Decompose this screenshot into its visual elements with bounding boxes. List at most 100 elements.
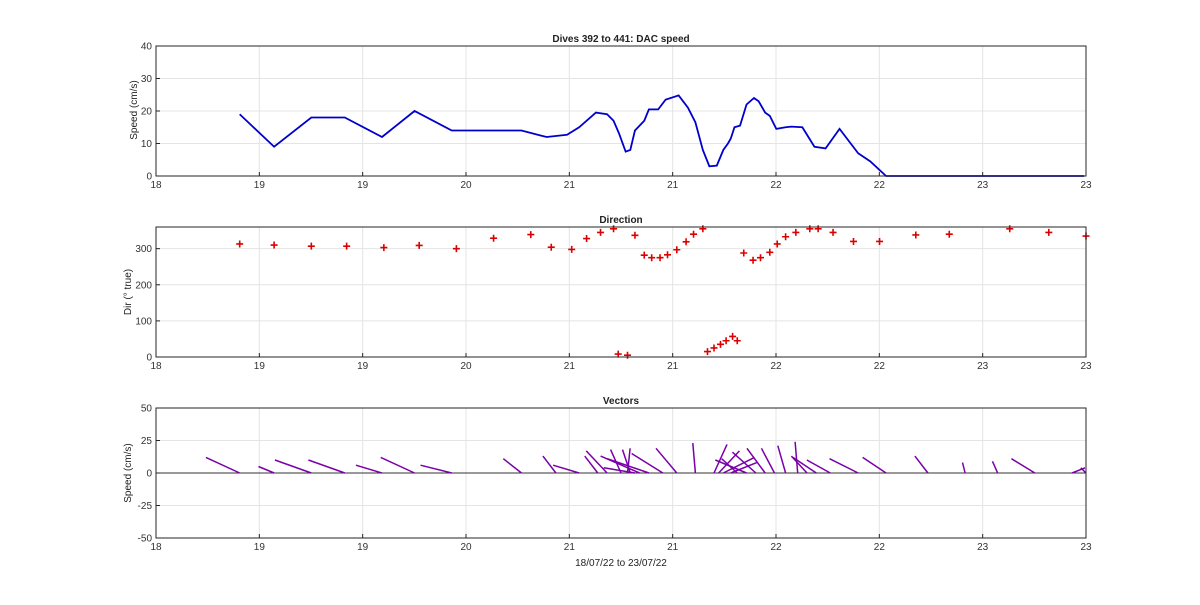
vector-arrow bbox=[584, 455, 599, 474]
x-tick-label: 21 bbox=[667, 542, 679, 553]
y-tick-label: 50 bbox=[141, 404, 153, 415]
vectors-panel-ticks: 18 19 19 20 21 21 22 22 23 23 -50 -25 0 25 50 bbox=[138, 404, 1092, 554]
y-tick-label: 10 bbox=[141, 139, 153, 150]
vector-arrow bbox=[961, 462, 966, 474]
direction-point bbox=[1006, 225, 1014, 233]
x-tick-label: 22 bbox=[874, 180, 886, 191]
x-tick-label: 20 bbox=[460, 180, 472, 191]
x-tick-label: 23 bbox=[1080, 361, 1092, 372]
direction-point bbox=[717, 340, 725, 348]
x-tick-label: 19 bbox=[357, 361, 369, 372]
y-tick-label: 300 bbox=[135, 244, 152, 255]
x-tick-label: 19 bbox=[357, 180, 369, 191]
y-tick-label: -50 bbox=[138, 534, 153, 545]
speed-panel: Dives 392 to 441: DAC speed Speed (cm/s)… bbox=[129, 34, 1092, 191]
vector-arrow bbox=[607, 457, 650, 474]
direction-point bbox=[631, 231, 639, 239]
vector-arrow bbox=[542, 455, 557, 474]
direction-panel-title: Direction bbox=[599, 215, 642, 226]
x-tick-label: 22 bbox=[874, 542, 886, 553]
speed-series-line bbox=[239, 94, 1085, 177]
speed-panel-data bbox=[239, 94, 1085, 177]
vector-arrow bbox=[792, 456, 817, 474]
x-tick-label: 21 bbox=[564, 542, 576, 553]
vector-arrow bbox=[355, 464, 383, 474]
vector-arrow bbox=[715, 459, 747, 474]
direction-point bbox=[729, 332, 737, 340]
vectors-panel-xlabel: 18/07/22 to 23/07/22 bbox=[575, 558, 667, 569]
vector-arrow bbox=[552, 464, 580, 474]
x-tick-label: 23 bbox=[1080, 180, 1092, 191]
vectors-panel: Vectors Speed (cm/s) 18/07/22 to 23/07/2… bbox=[123, 396, 1092, 569]
vector-arrow bbox=[746, 447, 766, 474]
direction-point bbox=[270, 241, 278, 249]
x-tick-label: 21 bbox=[564, 180, 576, 191]
vector-arrow bbox=[777, 445, 787, 474]
x-tick-label: 22 bbox=[770, 180, 782, 191]
vector-arrow bbox=[274, 459, 312, 474]
x-tick-label: 20 bbox=[460, 542, 472, 553]
direction-point bbox=[236, 240, 244, 248]
x-tick-label: 23 bbox=[977, 361, 989, 372]
direction-point bbox=[415, 241, 423, 249]
vectors-panel-title: Vectors bbox=[603, 396, 640, 407]
speed-panel-ylabel: Speed (cm/s) bbox=[129, 80, 140, 139]
direction-point bbox=[490, 234, 498, 242]
vector-arrow bbox=[205, 456, 241, 474]
x-tick-label: 23 bbox=[977, 542, 989, 553]
direction-point bbox=[850, 237, 857, 245]
x-tick-label: 19 bbox=[254, 542, 266, 553]
speed-panel-grid bbox=[156, 46, 1086, 176]
direction-point bbox=[733, 337, 741, 345]
direction-point bbox=[648, 254, 656, 262]
direction-point bbox=[690, 230, 698, 238]
direction-point bbox=[710, 344, 718, 352]
direction-point bbox=[640, 251, 648, 259]
x-tick-label: 21 bbox=[564, 361, 576, 372]
direction-point bbox=[766, 248, 774, 256]
vector-arrow bbox=[1080, 467, 1087, 474]
x-tick-label: 20 bbox=[460, 361, 472, 372]
direction-point bbox=[568, 245, 576, 253]
direction-point bbox=[614, 350, 622, 358]
y-tick-label: 20 bbox=[141, 107, 153, 118]
vector-arrow bbox=[914, 455, 929, 474]
y-tick-label: 0 bbox=[146, 172, 152, 183]
vector-arrow bbox=[1071, 467, 1086, 474]
x-tick-label: 23 bbox=[1080, 542, 1092, 553]
vector-arrow bbox=[308, 459, 346, 474]
direction-panel-frame bbox=[155, 226, 1087, 358]
vector-arrow bbox=[655, 447, 678, 474]
vector-arrow bbox=[713, 444, 728, 474]
vector-arrow bbox=[380, 456, 415, 474]
vector-arrow bbox=[600, 455, 640, 474]
vectors-panel-data bbox=[156, 441, 1087, 474]
direction-point bbox=[757, 254, 764, 262]
vector-arrow bbox=[585, 450, 608, 474]
direction-point bbox=[656, 254, 664, 262]
direction-point bbox=[699, 225, 707, 233]
y-tick-label: 100 bbox=[135, 316, 152, 327]
direction-point bbox=[806, 225, 814, 233]
vector-arrow bbox=[1011, 458, 1036, 474]
direction-point bbox=[583, 235, 591, 243]
vector-arrow bbox=[631, 452, 664, 474]
direction-point bbox=[624, 351, 632, 359]
vector-arrow bbox=[722, 456, 755, 474]
x-tick-label: 18 bbox=[150, 542, 162, 553]
direction-point bbox=[782, 233, 790, 241]
direction-point bbox=[829, 228, 837, 236]
speed-panel-title: Dives 392 to 441: DAC speed bbox=[552, 34, 689, 45]
direction-point bbox=[876, 237, 884, 245]
direction-point bbox=[912, 231, 920, 239]
direction-point bbox=[452, 245, 460, 253]
direction-point bbox=[682, 238, 690, 246]
x-tick-label: 18 bbox=[150, 180, 162, 191]
direction-point bbox=[597, 228, 605, 236]
vector-arrow bbox=[731, 451, 757, 474]
vector-arrow bbox=[626, 448, 631, 474]
x-tick-label: 22 bbox=[770, 361, 782, 372]
y-tick-label: -25 bbox=[138, 501, 153, 512]
direction-point bbox=[749, 256, 757, 264]
